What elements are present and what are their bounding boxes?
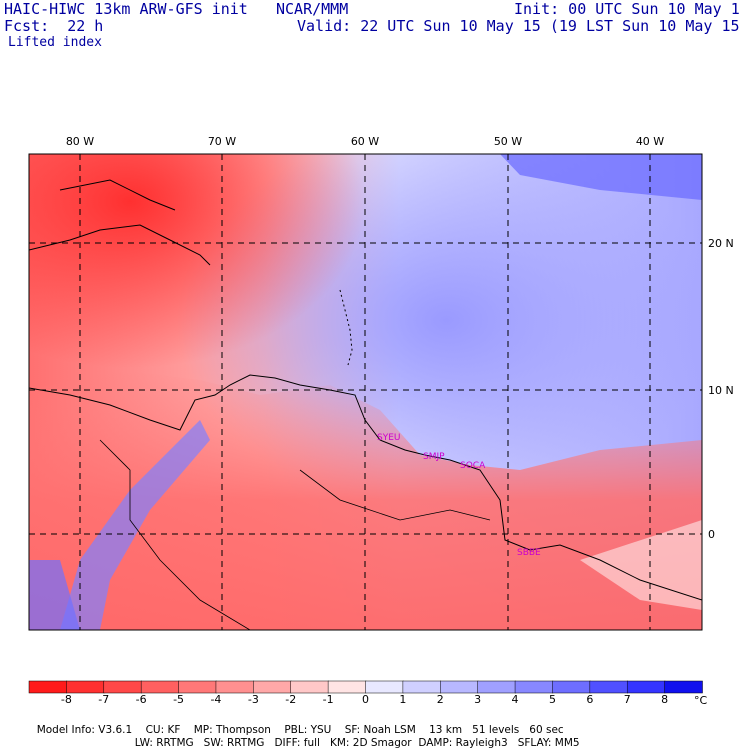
map-field <box>29 154 702 630</box>
colorbar-tick-label: -6 <box>135 693 147 706</box>
colorbar-swatch <box>440 680 479 694</box>
colorbar-swatch <box>477 680 516 694</box>
colorbar-tick-label: -4 <box>210 693 222 706</box>
colorbar-swatch <box>589 680 628 694</box>
station-smjp: SMJP <box>423 452 445 462</box>
lat-label-10n: 10 N <box>708 384 734 397</box>
colorbar-tick-label: 7 <box>623 693 631 706</box>
org-label: NCAR/MMM <box>276 0 349 18</box>
colorbar-tick-label: 5 <box>548 693 556 706</box>
colorbar-swatch <box>178 680 217 694</box>
colorbar-tick-label: -1 <box>322 693 334 706</box>
lon-label-40w: 40 W <box>636 135 664 148</box>
colorbar-swatch <box>664 680 703 694</box>
forecast-hour: Fcst: 22 h <box>4 17 104 35</box>
colorbar-swatch <box>552 680 591 694</box>
model-title: HAIC-HIWC 13km ARW-GFS init <box>4 0 248 18</box>
station-soca: SOCA <box>460 461 486 471</box>
colorbar-tick-label: -3 <box>247 693 259 706</box>
lat-label-20n: 20 N <box>708 237 734 250</box>
colorbar-tick-label: 6 <box>586 693 594 706</box>
lon-label-70w: 70 W <box>208 135 236 148</box>
valid-time: Valid: 22 UTC Sun 10 May 15 (19 LST Sun … <box>297 17 740 35</box>
map-frame <box>28 153 703 631</box>
colorbar-swatch <box>365 680 404 694</box>
colorbar-tick-label: -8 <box>60 693 72 706</box>
colorbar <box>28 680 703 694</box>
station-sbbe: SBBE <box>517 548 541 558</box>
colorbar-tick-label: -7 <box>98 693 110 706</box>
field-name: Lifted index <box>8 35 102 50</box>
lon-label-80w: 80 W <box>66 135 94 148</box>
colorbar-tick-label: -2 <box>285 693 297 706</box>
station-syeu: SYEU <box>377 433 400 443</box>
colorbar-tick-label: 0 <box>362 693 369 706</box>
colorbar-swatch <box>253 680 292 694</box>
colorbar-swatch <box>626 680 666 694</box>
lon-label-50w: 50 W <box>494 135 522 148</box>
colorbar-swatch <box>215 680 255 694</box>
colorbar-tick-label: 4 <box>511 693 519 706</box>
model-info-line2: LW: RRTMG SW: RRTMG DIFF: full KM: 2D Sm… <box>134 737 580 749</box>
colorbar-swatch <box>103 680 142 694</box>
colorbar-tick-label: 8 <box>661 693 669 706</box>
colorbar-tick-label: 1 <box>399 693 407 706</box>
grid-lines <box>29 154 702 630</box>
colorbar-swatch <box>66 680 105 694</box>
init-time: Init: 00 UTC Sun 10 May 15 <box>514 0 740 18</box>
colorbar-swatch <box>140 680 180 694</box>
colorbar-swatch <box>290 680 329 694</box>
colorbar-swatch <box>28 680 68 694</box>
lat-label-0: 0 <box>708 528 715 541</box>
model-info-line1: Model Info: V3.6.1 CU: KF MP: Thompson P… <box>36 724 564 736</box>
colorbar-swatch <box>514 680 554 694</box>
colorbar-swatch <box>402 680 442 694</box>
colorbar-unit: °C <box>694 694 708 707</box>
colorbar-tick-label: 3 <box>474 693 482 706</box>
colorbar-tick-label: 2 <box>436 693 444 706</box>
colorbar-tick-label: -5 <box>173 693 185 706</box>
colorbar-swatch <box>327 680 367 694</box>
lon-label-60w: 60 W <box>351 135 379 148</box>
